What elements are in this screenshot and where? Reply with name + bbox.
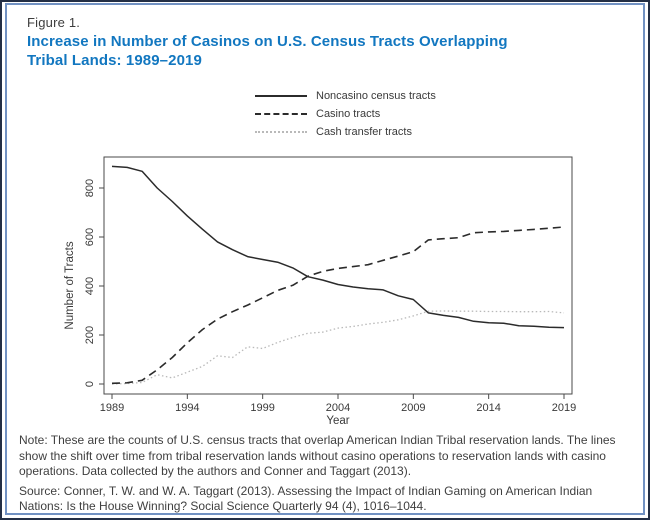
- x-tick-label: 2004: [326, 402, 350, 414]
- noncasino-line: [111, 165, 565, 329]
- y-axis-title: Number of Tracts: [64, 241, 76, 329]
- figure-title-line1: Increase in Number of Casinos on U.S. Ce…: [27, 33, 508, 50]
- dashed-line-swatch-icon: [255, 113, 307, 115]
- figure-card: Figure 1. Increase in Number of Casinos …: [5, 3, 645, 515]
- dotted-line-swatch-icon: [255, 131, 307, 133]
- x-tick-label: 1999: [250, 402, 274, 414]
- figure-title-line2: Tribal Lands: 1989–2019: [27, 52, 202, 69]
- line-chart: 1989 1994 1999 2004 2009 2014 2019 Year 0 200 400 6…: [64, 156, 576, 427]
- x-tick-label: 1994: [175, 402, 199, 414]
- note-block: Note: These are the counts of U.S. censu…: [19, 433, 639, 518]
- y-tick-label: 400: [84, 277, 96, 295]
- x-tick-label: 1989: [100, 402, 124, 414]
- y-tick-label: 200: [84, 326, 96, 344]
- note-text: Note: These are the counts of U.S. censu…: [19, 433, 616, 478]
- cash-transfer-line: [111, 310, 565, 385]
- source-text: Source: Conner, T. W. and W. A. Taggart …: [19, 483, 593, 514]
- legend-row-dotted: Cash transfer tracts: [255, 123, 436, 141]
- y-tick-label: 600: [84, 228, 96, 246]
- figure-title: Increase in Number of Casinos on U.S. Ce…: [27, 32, 587, 70]
- plot-box: [103, 156, 573, 395]
- legend-row-solid: Noncasino census tracts: [255, 87, 436, 105]
- legend-label: Cash transfer tracts: [316, 126, 412, 138]
- x-tick-label: 2014: [476, 402, 500, 414]
- y-tick-label: 800: [84, 179, 96, 197]
- x-axis-title: Year: [326, 415, 349, 427]
- legend-row-dashed: Casino tracts: [255, 105, 436, 123]
- casino-line: [111, 226, 565, 385]
- figure-label: Figure 1.: [27, 15, 81, 30]
- legend-label: Noncasino census tracts: [316, 90, 436, 102]
- legend-label: Casino tracts: [316, 108, 381, 120]
- x-tick-label: 2019: [552, 402, 576, 414]
- y-tick-label: 0: [84, 381, 96, 387]
- chart-legend: Noncasino census tracts Casino tracts Cash…: [255, 87, 436, 141]
- solid-line-swatch-icon: [255, 95, 307, 97]
- x-tick-label: 2009: [401, 402, 425, 414]
